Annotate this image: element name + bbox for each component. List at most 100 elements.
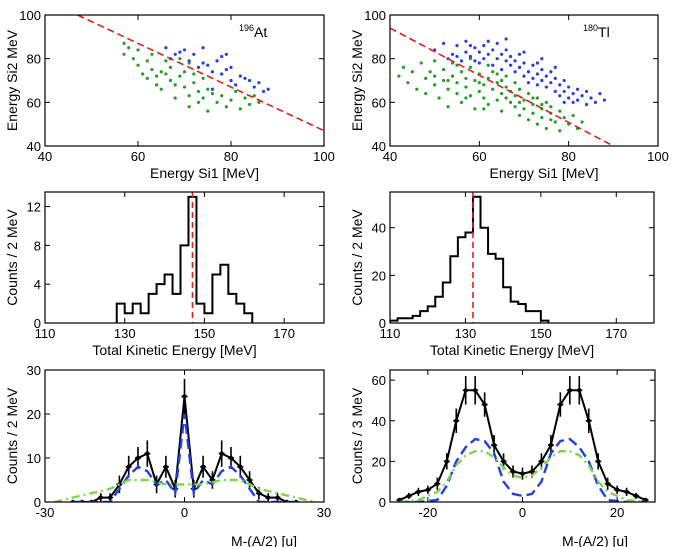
scatter-point-green [504, 96, 508, 100]
x-tick-label: 100 [647, 149, 669, 164]
scatter-point-blue [220, 54, 224, 59]
scatter-point-blue [486, 39, 490, 43]
data-point [145, 451, 150, 456]
scatter-point-green [215, 100, 219, 104]
scatter-point-green [201, 96, 205, 100]
x-tick-label: 80 [224, 149, 238, 164]
scatter-point-green [549, 118, 553, 122]
data-point [238, 464, 243, 469]
scatter-point-blue [192, 52, 196, 56]
scatter-point-green [397, 74, 401, 78]
scatter-point-blue [196, 65, 201, 69]
scatter-point-green [410, 70, 414, 74]
plot-area [115, 192, 254, 323]
data-point [182, 394, 187, 399]
scatter-point-green [500, 92, 504, 96]
x-tick-label: 60 [131, 149, 145, 164]
nucleus-annotation: 180Tl [583, 23, 610, 40]
scatter-point-blue [593, 100, 598, 104]
scatter-point-blue [229, 65, 233, 69]
data-point [633, 493, 639, 499]
data-point [463, 388, 468, 393]
scatter-point-blue [522, 74, 526, 78]
scatter-point-blue [468, 54, 472, 59]
y-tick-label: 100 [19, 8, 41, 23]
x-tick-label: 40 [383, 149, 397, 164]
scatter-point-blue [243, 76, 247, 80]
scatter-point-green [164, 59, 168, 63]
tke-180Tl-panel: 110 130 150 170 0 20 40 Total Kinetic Energy [M… [349, 191, 655, 358]
scatter-point-blue [261, 89, 266, 94]
scatter-point-blue [531, 76, 535, 80]
data-point [586, 418, 591, 423]
x-tick-label: 130 [114, 326, 136, 341]
data-point [425, 487, 431, 493]
scatter-point-blue [509, 54, 513, 59]
data-point [200, 464, 206, 469]
scatter-point-blue [576, 87, 580, 91]
tke-196At-panel: 110 130 150 170 0 4 8 12 Total Kinetic Energy [M… [4, 191, 325, 358]
x-tick-label: 150 [194, 326, 216, 341]
scatter-point-green [415, 87, 419, 91]
scatter-180Tl-panel: 40 60 80 100 40 60 80 100 Energy Si1 [MeV] Energy… [349, 8, 669, 181]
data-point [135, 455, 141, 461]
y-tick-label: 60 [372, 95, 386, 110]
nucleus-element: Tl [598, 24, 610, 40]
data-point [482, 402, 487, 407]
plot-frame [44, 14, 325, 147]
plot-frame [389, 191, 655, 324]
x-tick-label: 0 [519, 505, 526, 520]
scatter-point-green [459, 100, 464, 104]
x-tick-label: 0 [181, 505, 188, 520]
scatter-point-green [513, 105, 517, 109]
scatter-point-green [159, 87, 163, 91]
series-line-lightgreen [399, 450, 646, 502]
scatter-point-green [122, 41, 126, 45]
y-tick-label: 30 [27, 363, 41, 378]
scatter-point-blue [201, 61, 205, 65]
scatter-point-blue [598, 92, 602, 96]
data-point [596, 459, 601, 464]
scatter-point-green [131, 57, 135, 61]
scatter-point-green [206, 109, 210, 113]
scatter-point-blue [468, 43, 472, 48]
scatter-point-green [495, 98, 499, 102]
scatter-point-green [526, 118, 531, 122]
y-axis-label: Counts / 2 MeV [4, 209, 20, 306]
scatter-point-green [122, 52, 126, 56]
scatter-point-green [526, 92, 531, 96]
scatter-point-blue [558, 83, 562, 87]
y-tick-label: 80 [372, 52, 386, 67]
scatter-point-blue [455, 54, 459, 59]
data-point [548, 442, 554, 448]
plot-area [77, 15, 324, 132]
scatter-point-blue [482, 57, 486, 61]
scatter-point-blue [455, 43, 459, 48]
scatter-point-green [553, 120, 557, 124]
data-point [558, 402, 563, 407]
scatter-point-blue [553, 65, 557, 69]
scatter-point-blue [504, 59, 508, 63]
scatter-point-blue [544, 74, 548, 78]
scatter-point-green [150, 52, 154, 56]
data-point [501, 459, 506, 464]
scatter-point-green [513, 81, 517, 85]
scatter-point-green [459, 70, 464, 74]
scatter-point-blue [540, 57, 544, 61]
scatter-point-green [477, 89, 481, 94]
scatter-point-blue [500, 52, 504, 56]
data-point [614, 487, 620, 493]
nucleus-element: At [254, 24, 267, 40]
scatter-point-green [513, 94, 517, 98]
scatter-point-blue [513, 70, 517, 74]
scatter-point-green [468, 65, 472, 69]
scatter-point-green [468, 94, 472, 98]
scatter-point-green [238, 107, 242, 111]
y-tick-label: 12 [27, 200, 41, 215]
data-point [406, 493, 412, 499]
data-point [107, 495, 113, 500]
data-point [529, 469, 535, 474]
scatter-point-blue [442, 41, 446, 45]
scatter-point-blue [224, 67, 228, 72]
scatter-point-green [509, 100, 513, 104]
